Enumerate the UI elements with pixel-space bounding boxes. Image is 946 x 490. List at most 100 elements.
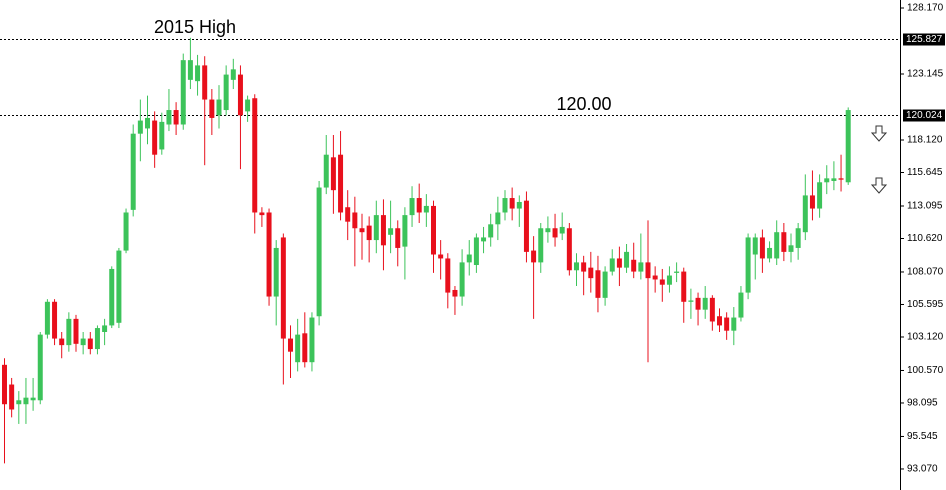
y-tick-label: 108.070 bbox=[907, 267, 944, 278]
y-tick-label: 123.145 bbox=[907, 69, 944, 80]
candle-body bbox=[87, 338, 93, 350]
candle-body bbox=[202, 65, 208, 100]
candle-body bbox=[495, 212, 501, 225]
candle-body bbox=[187, 60, 193, 80]
candle-body bbox=[838, 178, 844, 180]
price-label-box bbox=[903, 33, 945, 46]
candle-body bbox=[788, 245, 794, 252]
candle-body bbox=[80, 338, 86, 346]
candle-body bbox=[845, 110, 851, 183]
candle-body bbox=[767, 247, 773, 259]
candle-body bbox=[216, 99, 222, 116]
candle-body bbox=[409, 198, 415, 216]
candle-body bbox=[481, 237, 487, 242]
candle-body bbox=[502, 198, 508, 213]
candle-body bbox=[809, 195, 815, 209]
candle-body bbox=[252, 98, 258, 213]
candle-body bbox=[388, 228, 394, 235]
candle-body bbox=[473, 237, 479, 266]
candle-body bbox=[566, 228, 572, 271]
candle-body bbox=[445, 258, 451, 293]
candle-body bbox=[588, 267, 594, 279]
candle-body bbox=[724, 317, 730, 331]
candle-body bbox=[795, 228, 801, 248]
candle-body bbox=[288, 338, 293, 352]
candle-body bbox=[338, 154, 344, 213]
candle-body bbox=[316, 187, 322, 317]
candle-body bbox=[423, 205, 429, 213]
candle-body bbox=[616, 258, 622, 268]
candle-body bbox=[195, 65, 201, 82]
candle-body bbox=[295, 334, 301, 363]
candle-body bbox=[259, 212, 265, 216]
candle-body bbox=[438, 254, 444, 259]
candle-body bbox=[731, 317, 737, 331]
candle-body bbox=[280, 237, 286, 339]
candle-body bbox=[94, 328, 100, 350]
candle-body bbox=[209, 99, 215, 118]
candle-body bbox=[817, 182, 823, 209]
y-tick-label: 100.570 bbox=[907, 365, 944, 376]
price-label: 120.024 bbox=[906, 110, 943, 121]
candle-body bbox=[824, 178, 830, 183]
candle-body bbox=[145, 117, 150, 129]
candle-body bbox=[509, 198, 515, 209]
candle-body bbox=[380, 215, 386, 246]
candle-body bbox=[416, 198, 422, 213]
candle-body bbox=[459, 262, 465, 297]
candle-body bbox=[681, 271, 687, 302]
candle-body bbox=[674, 271, 680, 273]
candle-body bbox=[66, 318, 72, 346]
candle-body bbox=[802, 195, 808, 233]
y-tick-label: 93.070 bbox=[907, 464, 938, 475]
candle-body bbox=[116, 250, 122, 323]
candle-body bbox=[581, 262, 587, 272]
candle-body bbox=[230, 69, 236, 80]
candle-body bbox=[666, 275, 672, 285]
candle-body bbox=[330, 157, 336, 191]
annotation: 2015 High bbox=[154, 17, 236, 37]
candle-body bbox=[366, 225, 372, 241]
candle-body bbox=[52, 301, 58, 339]
candle-body bbox=[695, 297, 701, 310]
candle-body bbox=[402, 215, 408, 247]
candle-body bbox=[709, 297, 715, 322]
candle-body bbox=[245, 99, 251, 112]
candle-body bbox=[645, 262, 651, 279]
price-label-box bbox=[903, 109, 945, 122]
candle-body bbox=[738, 292, 744, 318]
candle-body bbox=[173, 110, 179, 125]
candle-body bbox=[717, 316, 722, 326]
candle-body bbox=[602, 271, 608, 298]
candle-body bbox=[237, 74, 243, 116]
candle-body bbox=[659, 279, 665, 285]
candle-body bbox=[688, 300, 694, 302]
candle-body bbox=[109, 268, 115, 326]
candle-body bbox=[152, 120, 158, 155]
candle-body bbox=[531, 250, 537, 263]
candle-body bbox=[44, 301, 50, 335]
candle-body bbox=[180, 60, 186, 125]
candle-body bbox=[652, 275, 658, 280]
candle-body bbox=[466, 254, 472, 263]
candle-body bbox=[102, 325, 108, 332]
candle-body bbox=[30, 397, 36, 401]
candle-body bbox=[9, 384, 15, 410]
candle-body bbox=[130, 133, 136, 210]
candle-body bbox=[395, 228, 401, 248]
y-tick-label: 98.095 bbox=[907, 398, 938, 409]
candle-body bbox=[359, 228, 365, 233]
y-tick-label: 113.095 bbox=[907, 201, 943, 212]
candle-body bbox=[23, 397, 29, 405]
y-tick-label: 110.620 bbox=[907, 233, 943, 244]
candle-body bbox=[137, 120, 143, 134]
candle-body bbox=[745, 237, 751, 293]
candle-body bbox=[631, 259, 637, 272]
candle-body bbox=[609, 258, 615, 272]
candle-body bbox=[266, 212, 272, 297]
candle-body bbox=[273, 247, 279, 297]
candle-body bbox=[574, 262, 579, 271]
y-tick-label: 115.645 bbox=[907, 167, 943, 178]
y-tick-label: 103.120 bbox=[907, 332, 944, 343]
